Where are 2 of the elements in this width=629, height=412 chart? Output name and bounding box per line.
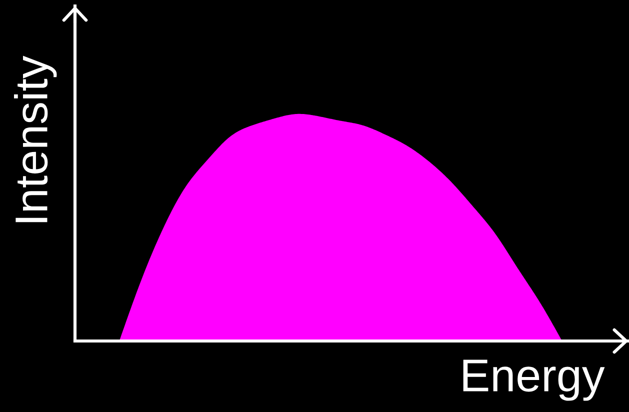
y-axis-title: Intensity: [14, 56, 57, 222]
x-axis-title: Energy: [463, 360, 605, 401]
